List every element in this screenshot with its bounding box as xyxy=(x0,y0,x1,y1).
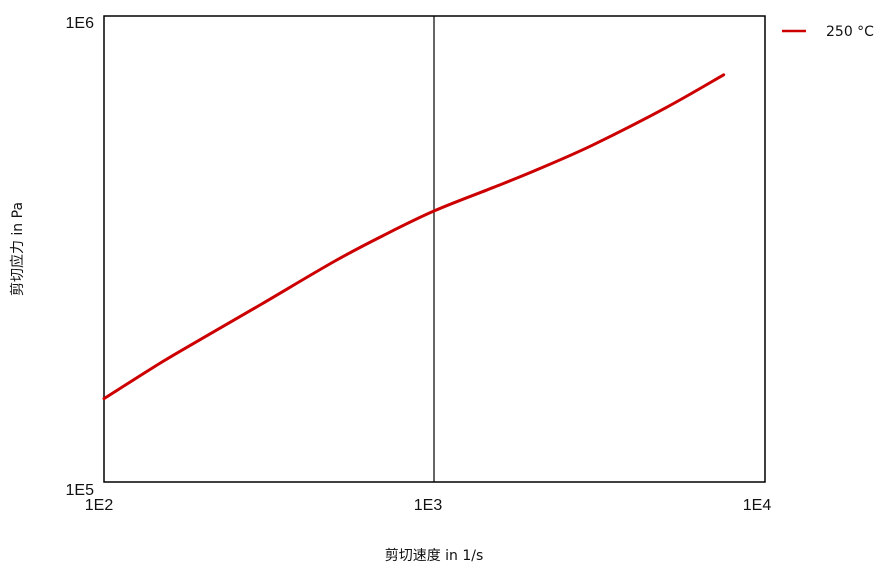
y-tick-label-top: 1E6 xyxy=(66,15,95,32)
series-line-0 xyxy=(102,73,726,401)
x-tick-label-left: 1E2 xyxy=(85,497,114,514)
x-axis-title: 剪切速度 in 1/s xyxy=(385,548,484,564)
series-layer xyxy=(102,73,726,401)
x-tick-label-right: 1E4 xyxy=(743,497,772,514)
legend-label: 250 °C xyxy=(826,24,874,40)
y-tick-label-bottom: 1E5 xyxy=(66,482,95,499)
y-axis-title: 剪切应力 in Pa xyxy=(9,202,26,296)
x-tick-label-middle: 1E3 xyxy=(414,497,443,514)
